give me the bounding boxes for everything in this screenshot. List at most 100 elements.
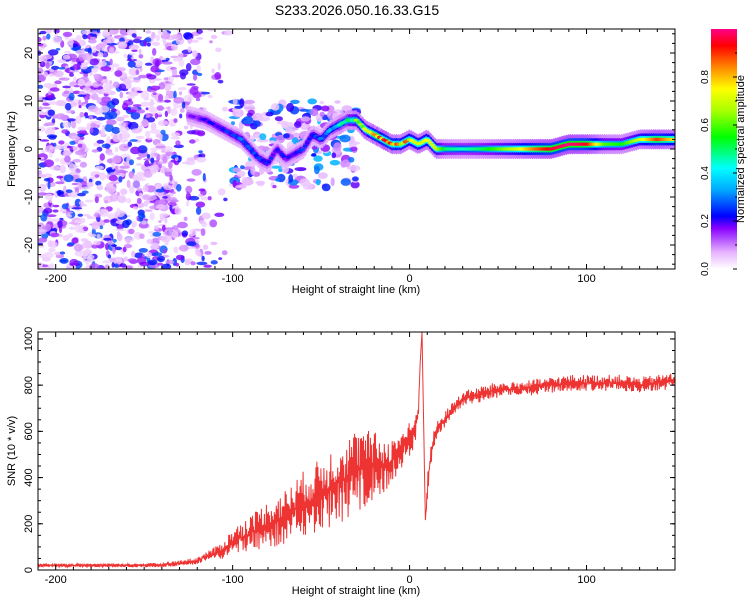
spectrogram-noise-blob bbox=[300, 116, 311, 122]
spectrogram-noise-blob bbox=[74, 85, 80, 88]
spectrogram-noise-blob bbox=[52, 209, 59, 213]
spectrogram-noise-blob bbox=[55, 158, 60, 162]
spectrogram-noise-blob bbox=[38, 231, 46, 235]
spectrogram-noise-blob bbox=[126, 95, 135, 99]
spectrogram-noise-blob bbox=[104, 123, 114, 132]
spectrogram-noise-blob bbox=[63, 185, 67, 194]
spectrogram-noise-blob bbox=[43, 159, 54, 168]
spectrogram-noise-blob bbox=[49, 84, 56, 88]
spectrogram-noise-blob bbox=[79, 111, 85, 118]
spectrogram-noise-blob bbox=[97, 208, 109, 213]
spectrogram-noise-blob bbox=[217, 188, 226, 196]
spectrogram-noise-blob bbox=[73, 243, 83, 252]
spectrogram-noise-blob bbox=[210, 260, 218, 265]
spectrogram-noise-blob bbox=[180, 72, 186, 80]
spectrogram-ridge bbox=[186, 105, 675, 173]
spectrogram-noise-blob bbox=[196, 261, 208, 266]
spectrogram-noise-blob bbox=[89, 263, 100, 269]
spectrogram-noise-blob bbox=[139, 233, 145, 239]
spectrogram-noise-blob bbox=[294, 167, 307, 172]
spectrogram-noise-blob bbox=[127, 141, 133, 147]
spectrogram-noise-blob bbox=[105, 243, 110, 251]
colorbar-label: Normalized spectral amplitude bbox=[735, 75, 747, 223]
spectrogram-noise-blob bbox=[96, 139, 105, 144]
spectrogram-noise-blob bbox=[50, 218, 61, 223]
snr-ylabel: SNR (10 * v/v) bbox=[6, 416, 18, 486]
spectrogram-noise-blob bbox=[91, 67, 98, 73]
spectrogram-noise-blob bbox=[38, 43, 44, 47]
spectrogram-noise-blob bbox=[174, 207, 182, 215]
spectrogram-noise-blob bbox=[171, 154, 179, 158]
spectrogram-noise-blob bbox=[62, 31, 73, 37]
spectrogram-noise-blob bbox=[172, 191, 176, 195]
spectrogram-noise-blob bbox=[88, 39, 97, 44]
snr-ytick-label: 0 bbox=[23, 567, 35, 573]
spectrogram-noise-blob bbox=[102, 88, 113, 94]
spectrogram-noise-blob bbox=[144, 130, 151, 138]
spectrogram-noise-blob bbox=[281, 122, 289, 129]
spectrogram-noise-blob bbox=[198, 188, 206, 192]
spectrogram-noise-blob bbox=[136, 177, 147, 182]
spectrogram-noise-blob bbox=[177, 87, 187, 91]
spectrogram-noise-blob bbox=[177, 104, 182, 109]
spectrogram-noise-blob bbox=[63, 90, 70, 95]
spectrogram-noise-blob bbox=[236, 170, 246, 177]
spectrogram-noise-blob bbox=[286, 102, 295, 112]
spectrogram-noise-blob bbox=[84, 199, 94, 203]
spectrogram-noise-blob bbox=[172, 225, 179, 230]
spectrogram-noise-blob bbox=[74, 150, 86, 156]
spectrogram-noise-blob bbox=[275, 178, 281, 182]
spectrogram-noise-blob bbox=[107, 254, 112, 259]
spectrogram-noise-blob bbox=[160, 129, 166, 135]
spectrogram-noise-blob bbox=[114, 263, 119, 269]
spectrogram-noise-blob bbox=[145, 113, 150, 119]
spectrogram-noise-blob bbox=[126, 58, 138, 62]
spectrogram-noise-blob bbox=[171, 44, 178, 51]
spectrogram-noise-blob bbox=[118, 121, 127, 128]
spectrogram-noise-blob bbox=[250, 166, 256, 175]
spectrogram-noise-blob bbox=[90, 233, 97, 237]
spectrogram-noise-blob bbox=[38, 192, 48, 196]
spectrogram-noise-blob bbox=[179, 108, 185, 113]
spectrogram-noise-blob bbox=[77, 192, 86, 197]
spectrogram-noise-blob bbox=[150, 152, 155, 157]
spectrogram-noise-blob bbox=[149, 129, 161, 134]
spectrogram-noise-blob bbox=[43, 177, 51, 182]
spectrogram-noise-blob bbox=[55, 100, 67, 107]
spectrogram-noise-blob bbox=[70, 102, 78, 107]
spectrogram-noise-blob bbox=[195, 249, 201, 256]
spectrogram-noise-blob bbox=[73, 76, 77, 83]
spectrogram-noise-blob bbox=[207, 196, 212, 201]
spectrogram-noise-blob bbox=[142, 185, 149, 193]
spectrogram-noise-blob bbox=[69, 258, 79, 267]
spectrogram-noise-blob bbox=[65, 102, 72, 111]
spectrogram-noise-blob bbox=[132, 104, 143, 107]
spectrogram-noise-blob bbox=[130, 111, 141, 120]
spectrogram-noise-blob bbox=[155, 34, 161, 41]
spectrogram-noise-blob bbox=[107, 152, 114, 156]
spectrogram-noise-blob bbox=[201, 255, 205, 262]
spectrogram-noise-blob bbox=[147, 137, 153, 140]
colorbar-ticks: 0.0 0.2 0.4 0.6 0.8 bbox=[700, 52, 737, 276]
spectrogram-noise-blob bbox=[57, 220, 63, 229]
spectrogram-noise-blob bbox=[181, 101, 186, 109]
spectrogram-noise-blob bbox=[156, 105, 164, 111]
spectrogram-noise-blob bbox=[170, 55, 179, 59]
spectrogram-noise-blob bbox=[203, 264, 212, 268]
spectrogram-noise-blob bbox=[101, 127, 106, 136]
spectrogram-noise-blob bbox=[74, 224, 82, 233]
spectrogram-noise-blob bbox=[71, 207, 83, 210]
spectrogram-noise-blob bbox=[46, 29, 53, 34]
spectrogram-noise-blob bbox=[268, 140, 277, 144]
spectrogram-noise-blob bbox=[69, 72, 74, 77]
spectrogram-noise-blob bbox=[62, 150, 72, 157]
spectrogram-noise-blob bbox=[138, 49, 142, 55]
spectrogram-noise-blob bbox=[38, 84, 44, 89]
spectrogram-noise-blob bbox=[199, 220, 207, 225]
spectrogram-noise-blob bbox=[68, 92, 75, 101]
spectrogram-noise-blob bbox=[155, 188, 165, 193]
spectrogram-noise-blob bbox=[157, 120, 169, 126]
spectrogram-noise-blob bbox=[186, 246, 197, 249]
spectrogram-noise-blob bbox=[186, 178, 196, 182]
spectrogram-noise-blob bbox=[151, 252, 163, 257]
